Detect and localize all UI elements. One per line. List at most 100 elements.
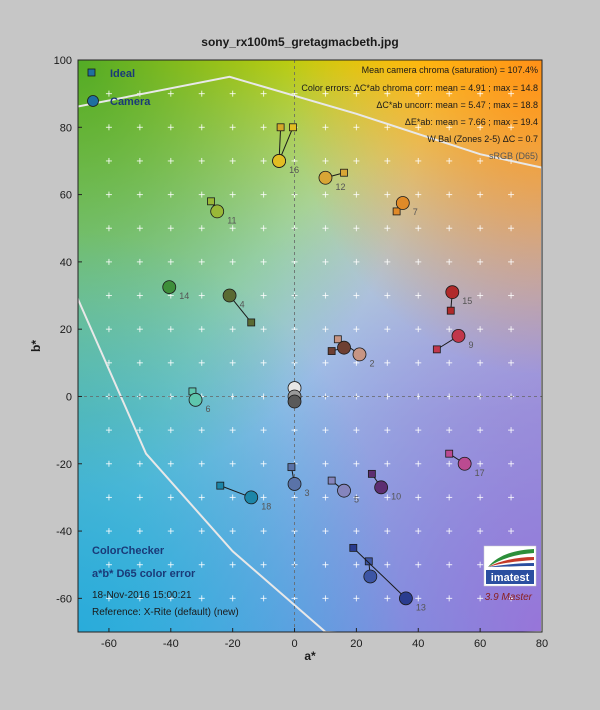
grid-cross	[105, 90, 112, 97]
grid-cross	[136, 494, 143, 501]
panel-reference: Reference: X-Rite (default) (new)	[92, 607, 239, 618]
x-tick-label: -20	[225, 638, 241, 650]
stat-line-4: ΔE*ab: mean = 7.66 ; max = 19.4	[405, 117, 538, 127]
patch-marker-pair: 3	[287, 463, 310, 498]
camera-marker	[363, 569, 378, 584]
ideal-marker	[340, 168, 348, 177]
y-tick-label: 60	[60, 190, 72, 202]
legend-ideal-label: Ideal	[110, 68, 135, 80]
patch-marker-pair: 15	[445, 285, 472, 315]
grid-cross	[229, 528, 236, 535]
grid-cross	[446, 225, 453, 232]
grid-cross	[446, 191, 453, 198]
grid-cross	[477, 528, 484, 535]
info-panel: ColorChecker a*b* D65 color error 18-Nov…	[92, 545, 239, 618]
grid-cross	[136, 561, 143, 568]
grid-cross	[260, 157, 267, 164]
x-tick-label: 20	[350, 638, 362, 650]
grid-cross	[384, 359, 391, 366]
grid-cross	[477, 460, 484, 467]
legend-camera-marker	[87, 95, 99, 107]
grid-cross	[415, 595, 422, 602]
stat-line-5: W Bal (Zones 2-5) ΔC = 0.7	[427, 134, 538, 144]
grid-cross	[415, 460, 422, 467]
grid-cross	[105, 124, 112, 131]
grid-cross	[415, 528, 422, 535]
grid-cross	[198, 124, 205, 131]
gamut-label: sRGB (D65)	[489, 151, 538, 161]
camera-marker	[287, 477, 302, 491]
grid-cross	[384, 427, 391, 434]
y-tick-label: 20	[60, 324, 72, 336]
grid-cross	[384, 90, 391, 97]
imatest-logo: imatest	[483, 545, 537, 587]
grid-cross	[167, 494, 174, 501]
grid-cross	[446, 494, 453, 501]
patch-label: 2	[369, 358, 374, 368]
grid-cross	[353, 191, 360, 198]
grid-cross	[446, 90, 453, 97]
grid-cross	[105, 595, 112, 602]
grid-cross	[508, 460, 515, 467]
grid-cross	[105, 326, 112, 333]
grid-cross	[384, 561, 391, 568]
grid-cross	[260, 292, 267, 299]
x-tick-label: 40	[412, 638, 424, 650]
grid-cross	[260, 595, 267, 602]
patch-marker-pair: 9	[432, 329, 473, 354]
grid-cross	[353, 292, 360, 299]
patch-marker-pair: 18	[216, 481, 271, 511]
grid-cross	[415, 225, 422, 232]
grid-cross	[477, 359, 484, 366]
grid-cross	[322, 191, 329, 198]
grid-cross	[322, 528, 329, 535]
patch-label: 5	[354, 495, 359, 505]
grid-cross	[260, 561, 267, 568]
grid-cross	[198, 225, 205, 232]
grid-cross	[508, 528, 515, 535]
grid-cross	[446, 258, 453, 265]
grid-cross	[167, 326, 174, 333]
grid-cross	[198, 561, 205, 568]
patch-label: 18	[261, 501, 271, 511]
ideal-marker	[446, 306, 455, 315]
camera-marker	[337, 483, 351, 498]
grid-cross	[105, 494, 112, 501]
grid-cross	[508, 258, 515, 265]
grid-cross	[446, 157, 453, 164]
grid-cross	[198, 427, 205, 434]
ideal-marker	[207, 197, 215, 206]
grid-cross	[136, 326, 143, 333]
grid-cross	[384, 191, 391, 198]
grid-cross	[508, 427, 515, 434]
patch-marker-pair: 6	[188, 387, 211, 414]
grid-cross	[322, 460, 329, 467]
patch-marker-pair: 17	[445, 449, 485, 478]
grid-cross	[415, 494, 422, 501]
grid-cross	[384, 124, 391, 131]
error-line	[352, 547, 407, 599]
y-tick-label: -20	[56, 459, 72, 471]
grid-cross	[198, 528, 205, 535]
grid-cross	[477, 595, 484, 602]
camera-marker	[318, 170, 333, 185]
grid-cross	[322, 494, 329, 501]
patch-label: 16	[289, 165, 299, 175]
grid-cross	[229, 90, 236, 97]
grid-cross	[198, 359, 205, 366]
grid-cross	[136, 595, 143, 602]
grid-cross	[167, 191, 174, 198]
grid-cross	[322, 124, 329, 131]
stat-line-2: Color errors: ΔC*ab chroma corr: mean = …	[301, 83, 538, 93]
grid-cross	[260, 258, 267, 265]
grid-cross	[322, 561, 329, 568]
grid-cross	[167, 258, 174, 265]
grid-cross	[477, 427, 484, 434]
grid-cross	[260, 460, 267, 467]
grid-cross	[477, 90, 484, 97]
patch-label: 11	[227, 215, 236, 225]
patch-marker-pair: 10	[367, 469, 401, 501]
stat-line-3: ΔC*ab uncorr: mean = 5.47 ; max = 18.8	[376, 100, 538, 110]
patch-label: 12	[335, 182, 345, 192]
